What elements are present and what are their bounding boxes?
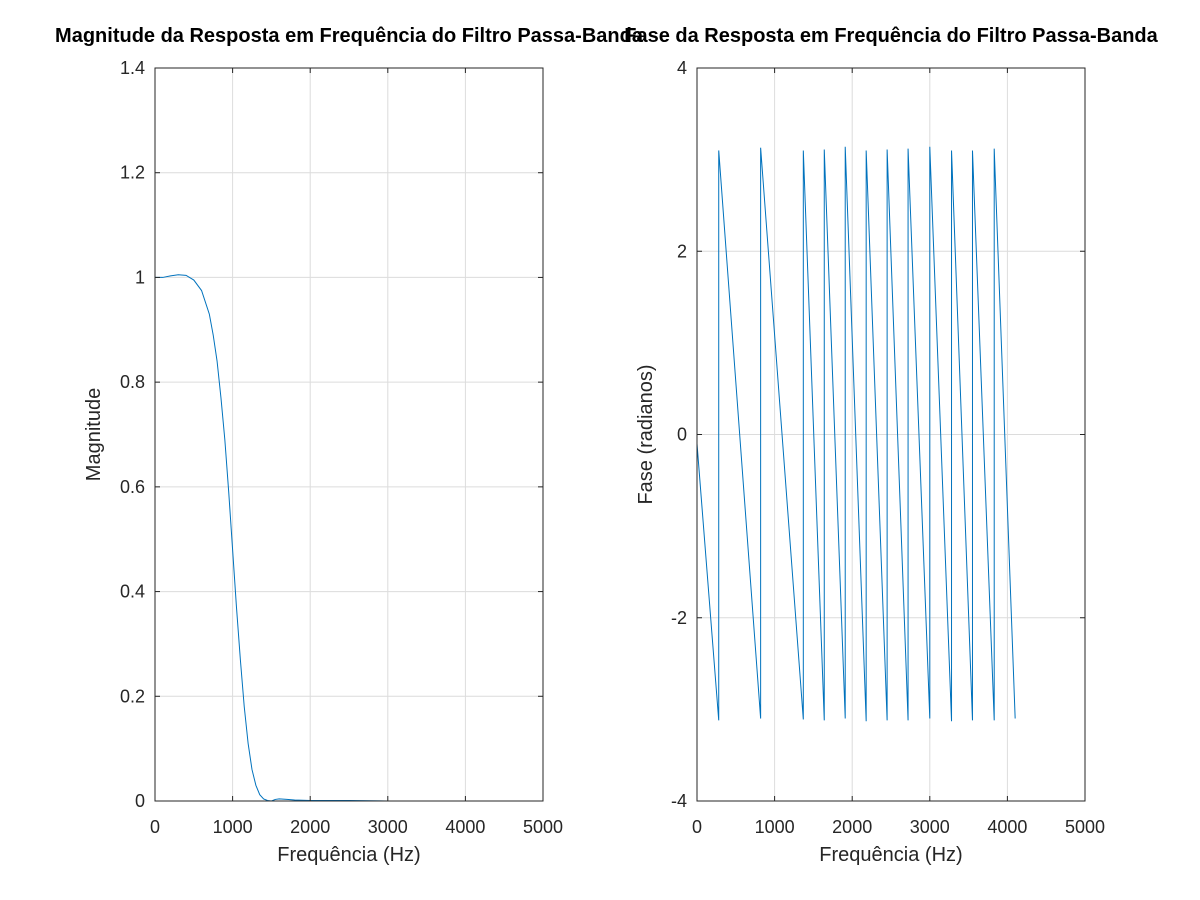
y-tick-label: 0 (135, 791, 145, 811)
y-tick-label: 1 (135, 267, 145, 287)
x-tick-label: 4000 (987, 817, 1027, 837)
x-axis-label: Frequência (Hz) (277, 844, 420, 866)
x-tick-label: 3000 (368, 817, 408, 837)
x-axis-label: Frequência (Hz) (819, 844, 962, 866)
x-tick-label: 0 (692, 817, 702, 837)
chart-title: Fase da Resposta em Frequência do Filtro… (624, 25, 1158, 47)
y-tick-label: 1.2 (120, 163, 145, 183)
y-tick-label: -4 (671, 791, 687, 811)
x-tick-label: 5000 (1065, 817, 1105, 837)
magnitude-plot: 0 1000 2000 3000 4000 5000 0 0.2 0.4 0.6 0.8 1 1.2 1.… (55, 25, 644, 866)
chart-title: Magnitude da Resposta em Frequência do F… (55, 25, 644, 47)
x-tick-label: 2000 (832, 817, 872, 837)
series-line-0 (696, 146, 1016, 722)
y-tick-label: 1.4 (120, 58, 145, 78)
series-line-0 (155, 274, 474, 802)
y-tick-label: 0.2 (120, 686, 145, 706)
x-tick-label: 1000 (755, 817, 795, 837)
y-tick-label: -2 (671, 608, 687, 628)
y-tick-label: 0.8 (120, 372, 145, 392)
x-tick-label: 4000 (445, 817, 485, 837)
axes-frame (154, 67, 544, 802)
grid (696, 67, 1086, 802)
x-tick-label: 2000 (290, 817, 330, 837)
phase-plot: 0 1000 2000 3000 4000 5000 -4 -2 0 2 4 Frequência (… (624, 25, 1158, 866)
x-tick-label: 5000 (523, 817, 563, 837)
x-tick-label: 0 (150, 817, 160, 837)
y-axis-label: Magnitude (83, 388, 105, 481)
y-tick-label: 0.4 (120, 582, 145, 602)
y-tick-label: 0 (677, 425, 687, 445)
x-tick-label: 1000 (213, 817, 253, 837)
y-axis-label: Fase (radianos) (635, 364, 657, 504)
grid (154, 67, 544, 802)
y-tick-label: 0.6 (120, 477, 145, 497)
x-tick-label: 3000 (910, 817, 950, 837)
y-tick-label: 2 (677, 241, 687, 261)
y-tick-label: 4 (677, 58, 687, 78)
